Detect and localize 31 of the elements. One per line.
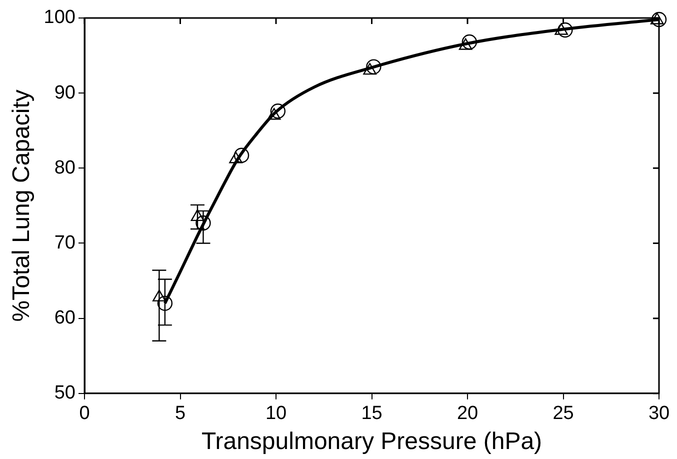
point xyxy=(558,22,573,38)
x-tick-label: 10 xyxy=(265,403,287,424)
y-tick-label: 70 xyxy=(54,232,76,254)
x-tick-label: 5 xyxy=(174,403,186,424)
y-axis-title: %Total Lung Capacity xyxy=(8,90,36,322)
y-tick-label: 50 xyxy=(54,382,76,404)
point xyxy=(152,290,166,302)
point xyxy=(196,215,211,231)
x-tick-label: 25 xyxy=(552,403,574,424)
point xyxy=(157,296,173,311)
y-tick-label: 60 xyxy=(54,308,76,329)
point xyxy=(363,62,376,75)
point xyxy=(458,38,472,50)
point xyxy=(554,23,568,35)
y-tick-label: 100 xyxy=(44,7,76,28)
x-tick-label: 0 xyxy=(79,403,90,424)
point xyxy=(651,12,667,28)
x-axis-title: Transpulmonary Pressure (hPa) xyxy=(201,428,542,456)
point xyxy=(462,34,478,50)
point xyxy=(234,148,250,163)
point xyxy=(366,59,382,74)
point xyxy=(270,104,286,119)
y-tick-label: 90 xyxy=(54,82,76,104)
point xyxy=(229,152,242,164)
x-tick-label: 20 xyxy=(456,403,478,424)
point xyxy=(650,12,664,24)
x-tick-label: 30 xyxy=(648,403,670,424)
x-tick-label: 15 xyxy=(361,403,382,424)
y-tick-label: 80 xyxy=(54,157,76,178)
point xyxy=(190,209,204,222)
point xyxy=(267,108,281,120)
